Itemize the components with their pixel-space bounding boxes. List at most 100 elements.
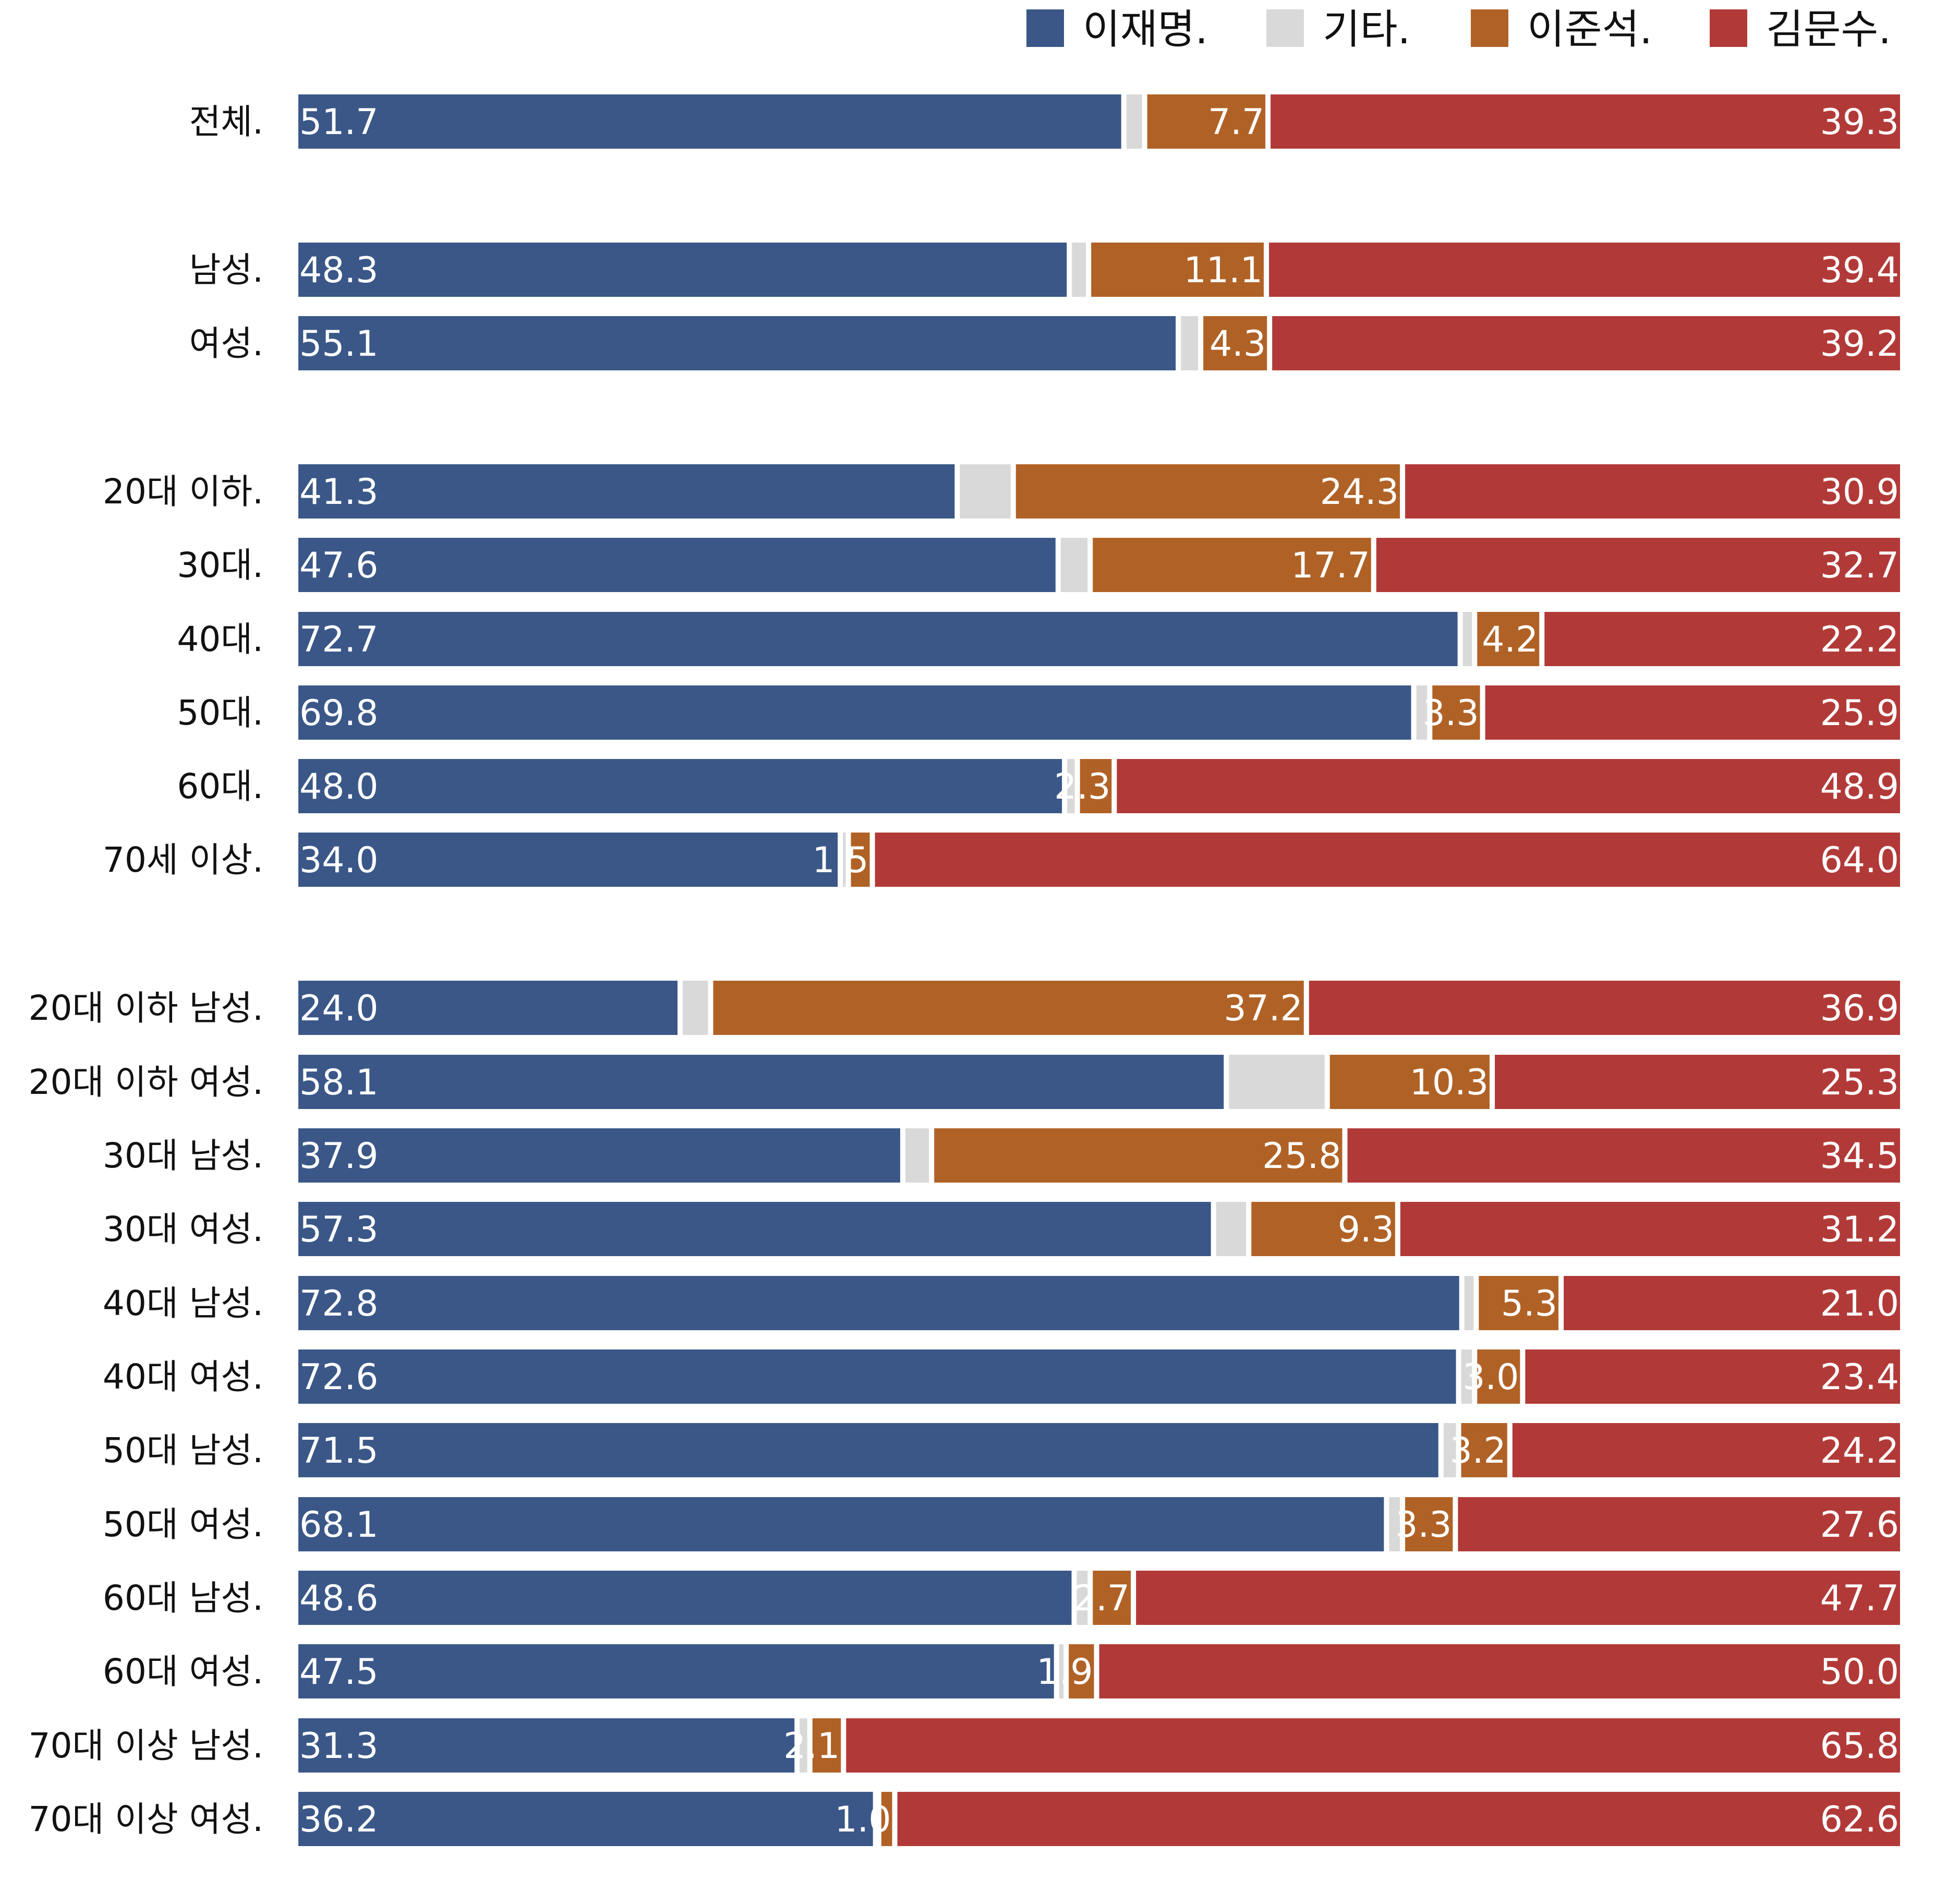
bar-segment [1309,981,1900,1035]
bar-segment [1059,1644,1064,1698]
bar-segment [1181,316,1199,370]
legend-label: 이준석. [1527,6,1652,53]
bar-segment [1251,1202,1395,1256]
bar-segment [298,538,1056,592]
bar-segment [298,243,1067,297]
bar-segment [1093,1571,1131,1625]
bar-value-label: 72.8 [299,1283,378,1324]
category-label: 60대 여성. [103,1652,263,1692]
bar-segment [934,1128,1343,1183]
category-label: 전체. [189,102,263,142]
bar-value-label: 23.4 [1820,1357,1899,1398]
bar-segment [800,1718,807,1773]
bar-value-label: 48.0 [299,766,378,808]
bar-value-label: 1.5 [812,840,868,881]
bar-value-label: 3.3 [1422,693,1479,734]
bar-segment [1126,94,1142,149]
bar-value-label: 50.0 [1820,1652,1899,1693]
category-label: 70대 이상 여성. [28,1799,263,1839]
category-label: 50대. [177,693,263,733]
bar-value-label: 36.2 [299,1799,378,1840]
bar-value-label: 71.5 [299,1430,378,1472]
category-label: 20대 이하 여성. [28,1062,263,1102]
bars: 51.7 7.7 39.3 48.3 11.1 39.4 55.1 4.3 39.2 41.3 24… [298,94,1900,1846]
bar-segment [298,1718,795,1773]
bar-segment [1458,1497,1900,1551]
bar-segment [1376,538,1900,592]
bar-segment [1564,1276,1900,1330]
category-label: 20대 이하. [103,472,263,512]
category-label: 여성. [189,323,263,364]
bar-segment [1147,94,1266,149]
bar-value-label: 31.2 [1820,1209,1899,1250]
bar-value-label: 27.6 [1820,1504,1899,1546]
bar-value-label: 30.9 [1820,472,1899,513]
bar-value-label: 64.0 [1820,840,1899,881]
bar-segment [713,981,1304,1035]
bar-segment [298,612,1458,666]
bar-segment [1485,685,1900,740]
bar-segment [298,981,678,1035]
bar-segment [1389,1497,1400,1551]
bar-value-label: 24.2 [1820,1430,1899,1472]
bar-segment [905,1128,929,1183]
bar-value-label: 48.6 [299,1578,378,1619]
bar-segment [1216,1202,1247,1256]
bar-segment [298,1644,1054,1698]
bar-value-label: 37.9 [299,1136,378,1177]
bar-value-label: 1.0 [835,1799,891,1840]
bar-value-label: 4.2 [1482,619,1538,660]
bar-value-label: 3.3 [1395,1504,1452,1546]
bar-value-label: 72.6 [299,1357,378,1398]
legend: 이재명. 기타. 이준석. 김문수. [1026,6,1891,53]
category-label: 50대 남성. [103,1430,263,1471]
bar-value-label: 25.3 [1820,1062,1899,1103]
bar-segment [1477,612,1540,666]
bar-segment [1072,243,1086,297]
bar-value-label: 17.7 [1291,545,1370,586]
bar-value-label: 22.2 [1820,619,1899,660]
bar-value-label: 69.8 [299,693,378,734]
bar-value-label: 57.3 [299,1209,378,1250]
category-label: 70대 이상 남성. [28,1726,263,1766]
bar-value-label: 3.0 [1462,1357,1519,1398]
bar-segment [298,1792,873,1846]
category-label: 20대 이하 남성. [28,988,263,1028]
bar-segment [1400,1202,1900,1256]
bar-segment [1136,1571,1900,1625]
legend-swatch [1710,9,1747,47]
bar-segment [1443,1423,1456,1477]
bar-segment [897,1792,1900,1846]
legend-swatch [1266,9,1304,47]
bar-segment [1544,612,1900,666]
bar-value-label: 41.3 [299,472,378,513]
bar-segment [960,464,1011,519]
bar-value-label: 5.3 [1501,1283,1557,1324]
bar-value-label: 9.3 [1338,1209,1394,1250]
category-label: 30대 남성. [103,1136,263,1176]
bar-segment [1495,1055,1900,1109]
bar-segment [846,1718,1900,1773]
category-label: 40대 남성. [103,1283,263,1323]
bar-value-label: 1.9 [1036,1652,1093,1693]
bar-segment [298,1055,1224,1109]
bar-value-label: 21.0 [1820,1283,1899,1324]
bar-segment [298,1276,1459,1330]
legend-label: 기타. [1323,6,1410,53]
bar-segment [1099,1644,1900,1698]
bar-segment [298,759,1062,813]
bar-value-label: 47.7 [1820,1578,1899,1619]
bar-segment [1512,1423,1900,1477]
bar-segment [298,1202,1211,1256]
legend-label: 김문수. [1766,6,1891,53]
bar-segment [812,1718,841,1773]
legend-swatch [1471,9,1508,47]
bar-value-label: 39.3 [1820,102,1899,143]
bar-segment [1416,685,1428,740]
bar-segment [298,1423,1438,1477]
bar-segment [1461,1349,1472,1404]
bar-segment [1432,685,1480,740]
bar-value-label: 2.3 [1054,766,1110,808]
bar-segment [1093,538,1371,592]
bar-segment [1077,1571,1088,1625]
